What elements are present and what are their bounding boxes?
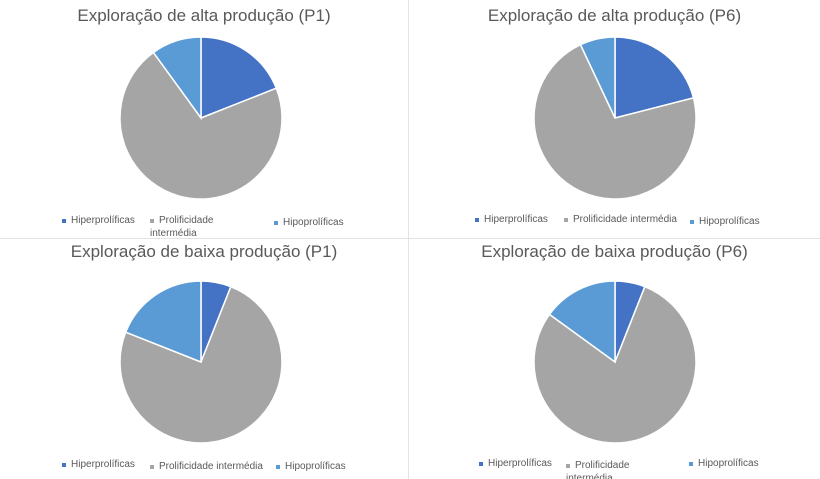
legend: Hiperprolíficas Prolificidade intermédia… [409,458,820,479]
chart-panel-baixa-p6: Exploração de baixa produção (P6) Hiperp… [409,239,820,479]
legend-swatch-hiper [479,462,483,466]
horizontal-divider [0,238,820,239]
legend-swatch-hipo [690,220,694,224]
legend-swatch-hipo [276,465,280,469]
legend-label: Hiperprolíficas [484,214,548,225]
legend-item-hipoprolificas: Hipoprolíficas [690,216,760,229]
chart-title: Exploração de alta produção (P6) [487,6,742,25]
pie-slice-prolificidade-intermedia [533,285,697,444]
legend-item-hipoprolificas: Hipoprolíficas [274,217,344,230]
legend-swatch-hiper [62,219,66,223]
pie-chart [119,280,283,444]
legend-label: Hipoprolíficas [283,217,344,228]
legend-swatch-hiper [62,463,66,467]
legend-label: Prolificidade intermédia [573,214,677,225]
legend-item-hiperprolificas: Hiperprolíficas [475,214,548,227]
legend-swatch-hipo [689,462,693,466]
legend-item-prolificidade-intermedia: Prolificidade intermédia [566,460,646,479]
pie-slice-prolificidade-intermedia [533,43,697,200]
chart-title: Exploração de alta produção (P1) [77,6,331,25]
legend-label: Prolificidade intermédia [566,460,630,479]
pie-chart [533,36,697,200]
chart-panel-alta-p1: Exploração de alta produção (P1) Hiperpr… [0,0,408,239]
legend-label: Hiperprolíficas [71,215,135,226]
legend-label: Hiperprolíficas [71,459,135,470]
legend: Hiperprolíficas Prolificidade intermédia… [409,214,820,228]
pie-slice-hipoprolificas [124,280,202,364]
legend-item-hiperprolificas: Hiperprolíficas [62,215,135,228]
legend-item-hipoprolificas: Hipoprolíficas [689,458,759,471]
chart-panel-baixa-p1: Exploração de baixa produção (P1) Hiperp… [0,239,408,479]
vertical-divider [408,0,409,479]
legend-item-hiperprolificas: Hiperprolíficas [62,459,135,472]
legend-item-prolificidade-intermedia: Prolificidade intermédia [150,215,230,240]
pie-slice-prolificidade-intermedia [119,51,283,200]
legend: Hiperprolíficas Prolificidade intermédia… [0,459,408,473]
pie-slice-hipoprolificas [152,36,202,121]
legend-swatch-inter [566,464,570,468]
legend-item-hipoprolificas: Hipoprolíficas [276,461,346,474]
legend-swatch-hiper [475,218,479,222]
pie-chart [533,280,697,444]
legend-label: Hipoprolíficas [698,458,759,469]
legend-label: Prolificidade intermédia [159,461,263,472]
pie-slice-prolificidade-intermedia [119,285,283,444]
chart-title: Exploração de baixa produção (P1) [70,242,338,261]
legend-label: Prolificidade intermédia [150,215,214,239]
pie-slice-hiperprolificas [614,36,695,119]
legend-item-prolificidade-intermedia: Prolificidade intermédia [564,214,677,227]
pie-chart [119,36,283,200]
legend-label: Hipoprolíficas [285,461,346,472]
legend-swatch-inter [150,219,154,223]
legend-label: Hipoprolíficas [699,216,760,227]
pie-slice-hipoprolificas [548,280,616,364]
chart-title: Exploração de baixa produção (P6) [481,242,748,261]
legend-swatch-inter [564,218,568,222]
legend-swatch-inter [150,465,154,469]
pie-slice-hipoprolificas [579,36,616,119]
legend: Hiperprolíficas Prolificidade intermédia… [0,215,408,239]
legend-item-prolificidade-intermedia: Prolificidade intermédia [150,461,263,474]
chart-panel-alta-p6: Exploração de alta produção (P6) Hiperpr… [409,0,820,238]
legend-label: Hiperprolíficas [488,458,552,469]
legend-swatch-hipo [274,221,278,225]
legend-item-hiperprolificas: Hiperprolíficas [479,458,552,471]
pie-slice-hiperprolificas [200,36,278,120]
